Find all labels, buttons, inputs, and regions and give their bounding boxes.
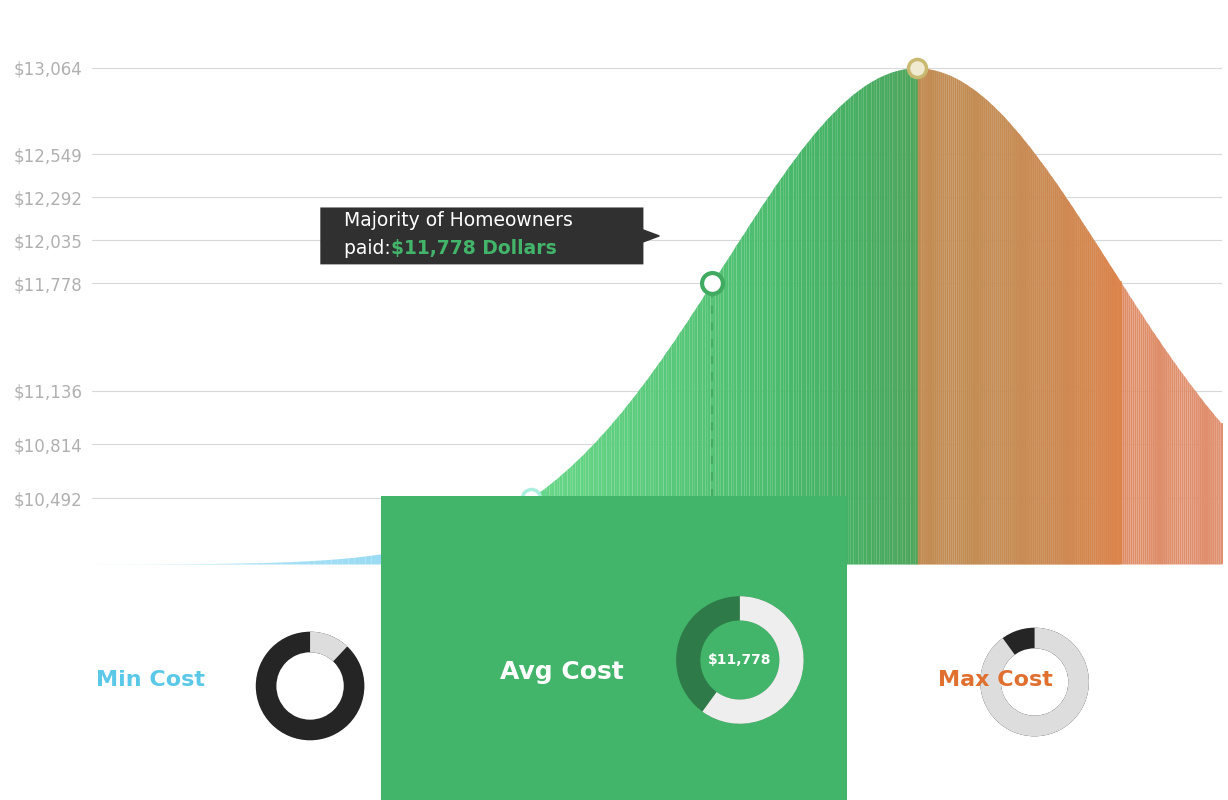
Text: $13,064: $13,064	[1003, 675, 1066, 689]
Wedge shape	[255, 632, 365, 740]
FancyBboxPatch shape	[371, 490, 857, 800]
Text: Majority of Homeowners: Majority of Homeowners	[344, 211, 573, 230]
Wedge shape	[677, 596, 803, 724]
Wedge shape	[980, 628, 1089, 736]
Text: Max Cost: Max Cost	[938, 670, 1052, 690]
Text: $11,778: $11,778	[709, 653, 771, 667]
Wedge shape	[702, 596, 803, 724]
Text: $11,778 Dollars: $11,778 Dollars	[392, 239, 558, 258]
Text: paid:: paid:	[344, 239, 397, 258]
Text: Min Cost: Min Cost	[96, 670, 205, 690]
FancyBboxPatch shape	[321, 207, 643, 264]
Wedge shape	[309, 632, 348, 662]
Polygon shape	[635, 226, 659, 245]
Text: Avg Cost: Avg Cost	[500, 660, 624, 684]
Text: $10,492: $10,492	[279, 679, 341, 693]
Wedge shape	[980, 628, 1089, 736]
